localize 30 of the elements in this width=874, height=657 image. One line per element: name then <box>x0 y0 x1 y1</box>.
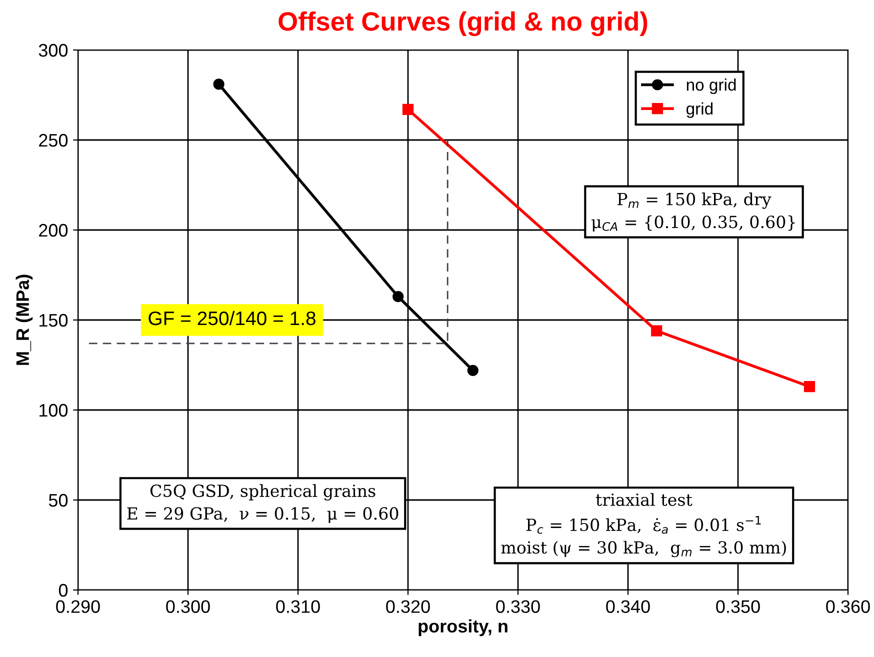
x-tick-label: 0.340 <box>606 600 650 613</box>
x-tick-label: 0.350 <box>716 600 760 613</box>
point <box>804 381 816 392</box>
y-tick-label: 100 <box>40 404 68 417</box>
annotation: C5Q GSD, spherical grains E = 29 GPa, ν = 0.15, μ = 0.60 <box>127 484 398 524</box>
y-tick-label: 150 <box>40 314 68 327</box>
y-tick-label: 0 <box>58 584 68 597</box>
legend-label: no grid <box>686 78 736 94</box>
point <box>392 291 404 302</box>
x-tick-label: 0.330 <box>496 600 540 613</box>
y-axis-title: M_R (MPa) <box>16 274 33 365</box>
point <box>467 364 478 376</box>
x-tick-label: 0.310 <box>276 600 320 613</box>
chart-title: Offset Curves (grid & no grid) <box>278 11 648 36</box>
point <box>651 325 662 336</box>
y-tick-label: 250 <box>39 134 68 147</box>
x-tick-label: 0.360 <box>826 600 870 613</box>
text: triaxial test P$_{c}$ = 150 kPa, ε̇$_{a}$ = 0.01 s$^{−1}$ moist (ψ = 30 kPa, g$_{m}$ = 3.0 mm) <box>501 493 786 558</box>
legend-label: grid <box>686 102 713 118</box>
point <box>213 78 224 90</box>
annotation: GF = 250/140 = 1.8 <box>148 310 316 326</box>
x-tick-label: 0.320 <box>386 600 430 613</box>
x-tick-label: 0.300 <box>166 600 210 613</box>
y-tick-label: 200 <box>39 224 68 237</box>
text: P$_{m}$ = 150 kPa, dry μ$_{CA}$ = {0.10, 0.35, 0.60} <box>592 192 795 232</box>
y-tick-label: 300 <box>38 44 68 57</box>
point <box>402 104 414 115</box>
x-tick-label: 0.290 <box>56 600 100 613</box>
y-tick-label: 50 <box>48 494 68 507</box>
x-axis-title: porosity, n <box>418 619 508 636</box>
